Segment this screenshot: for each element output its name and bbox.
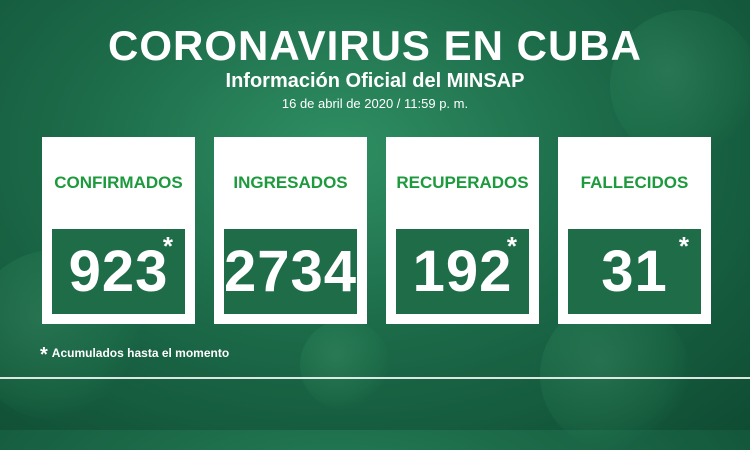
card-ingresados: INGRESADOS 2734 <box>214 137 367 324</box>
asterisk-mark: * <box>506 231 517 261</box>
card-value-box: 31 * <box>568 229 701 314</box>
card-value: 192 <box>412 239 513 304</box>
card-value: 2734 <box>223 239 358 304</box>
card-value: 923 <box>68 239 169 304</box>
card-recuperados: RECUPERADOS 192 * <box>386 137 539 324</box>
card-confirmados: CONFIRMADOS 923 * <box>42 137 195 324</box>
asterisk-mark: * <box>678 231 689 261</box>
footnote: * Acumulados hasta el momento <box>40 344 229 367</box>
card-value-box: 923 * <box>52 229 185 314</box>
card-value-box: 2734 <box>224 229 357 314</box>
card-label: INGRESADOS <box>233 173 348 192</box>
background-virus-3 <box>540 300 690 450</box>
background-virus-1 <box>610 10 750 160</box>
footnote-asterisk: * <box>40 344 48 366</box>
card-value: 31 <box>601 239 668 304</box>
report-date: 16 de abril de 2020 / 11:59 p. m. <box>281 96 469 111</box>
card-value-box: 192 * <box>396 229 529 314</box>
divider <box>0 377 750 379</box>
card-fallecidos: FALLECIDOS 31 * <box>558 137 711 324</box>
card-label: CONFIRMADOS <box>54 173 183 192</box>
page-subtitle: Información Oficial del MINSAP <box>225 70 525 92</box>
card-label: FALLECIDOS <box>580 173 689 192</box>
asterisk-mark: * <box>162 231 173 261</box>
footnote-text: Acumulados hasta el momento <box>51 346 230 360</box>
background-virus-4 <box>300 320 390 410</box>
card-label: RECUPERADOS <box>396 173 529 192</box>
page-title: CORONAVIRUS EN CUBA <box>108 22 642 69</box>
